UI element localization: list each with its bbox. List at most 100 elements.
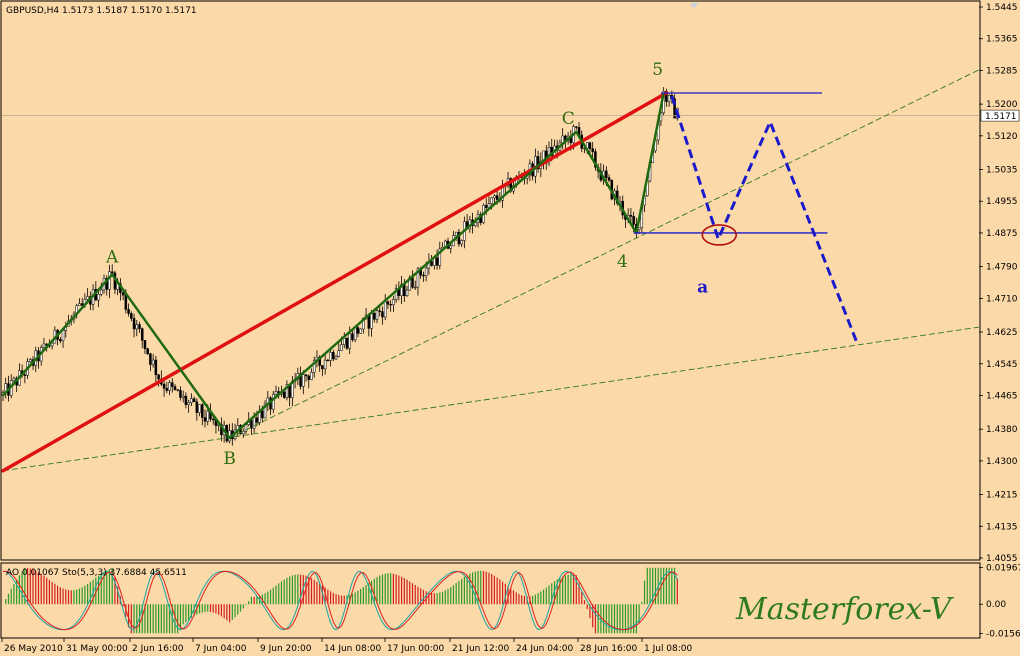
price-tick-label: 1.5365: [986, 35, 1018, 45]
candle-body: [184, 395, 188, 405]
candle-body: [211, 418, 215, 421]
candle: [392, 295, 395, 312]
candle-body: [389, 304, 392, 306]
candle: [138, 321, 141, 333]
candle: [78, 298, 81, 307]
candle-body: [282, 391, 286, 398]
candle: [108, 264, 111, 299]
candle-body: [424, 267, 428, 276]
candle: [673, 94, 676, 119]
candle: [42, 337, 46, 349]
time-axis: 26 May 2010 31 May 00:00 2 Jun 16:00 7 Jun …: [1, 638, 693, 654]
candle: [97, 290, 100, 308]
candle: [299, 366, 302, 390]
price-tick-label: 1.5120: [986, 132, 1018, 142]
candle: [121, 291, 125, 301]
candle: [588, 141, 592, 155]
price-tick-label: 1.4625: [986, 328, 1018, 338]
candle-body: [310, 371, 313, 380]
wave-structure-line: [2, 92, 665, 440]
channel-upper-dashed-line: [229, 69, 980, 439]
candle-body: [154, 359, 158, 375]
candle: [127, 303, 130, 317]
candle-body: [176, 389, 179, 391]
red-trendline: [1, 91, 669, 473]
candle-body: [80, 303, 84, 306]
candle-body: [121, 292, 125, 296]
candle-body: [474, 222, 477, 226]
candle: [312, 356, 316, 378]
candle: [154, 355, 158, 383]
candle-body: [86, 296, 89, 300]
candle-body: [373, 312, 376, 320]
candle-body: [206, 410, 209, 422]
candle-body: [430, 261, 433, 266]
wave-label: a: [697, 277, 708, 297]
wave-label: B: [223, 449, 236, 469]
candle-body: [460, 240, 463, 245]
candle: [413, 280, 417, 290]
candle-body: [435, 257, 439, 266]
candle: [59, 336, 62, 344]
candle: [329, 347, 332, 367]
candle: [381, 306, 384, 325]
time-tick-label: 24 Jun 04:00: [516, 644, 573, 654]
candle: [323, 352, 327, 375]
candle-body: [272, 394, 275, 410]
candle: [162, 379, 166, 397]
wave-label: 4: [617, 252, 628, 272]
candle: [149, 352, 152, 372]
candle: [321, 365, 324, 377]
candle-body: [332, 351, 335, 360]
candle: [165, 381, 169, 394]
candle: [594, 148, 597, 171]
candle: [140, 327, 144, 349]
time-tick-label: 31 May 00:00: [66, 644, 128, 654]
indicator-tick-label: -0.0156: [986, 629, 1020, 639]
candle-body: [179, 390, 182, 398]
time-tick-label: 26 May 2010: [4, 644, 63, 654]
candle-body: [345, 338, 349, 349]
candle-body: [187, 402, 190, 405]
candle: [29, 358, 32, 364]
candle: [351, 329, 354, 342]
wave-label: C: [562, 109, 575, 129]
candle-body: [304, 374, 308, 377]
candle-body: [168, 382, 171, 391]
candle-body: [449, 245, 452, 249]
candle-body: [422, 274, 425, 277]
candle: [184, 392, 188, 409]
candle: [176, 389, 179, 392]
candle-body: [255, 417, 259, 423]
candle: [23, 371, 27, 384]
candle: [146, 347, 149, 355]
candle-body: [140, 328, 144, 341]
candle-body: [403, 284, 406, 296]
candle-body: [135, 324, 139, 330]
candle: [130, 311, 133, 322]
candle: [591, 141, 594, 159]
candle-body: [108, 271, 111, 290]
candle-body: [42, 343, 46, 348]
candle-body: [252, 417, 256, 429]
candle-body: [203, 417, 207, 422]
candle: [135, 319, 139, 337]
price-tick-label: 1.4955: [986, 197, 1018, 207]
candle: [285, 380, 289, 401]
time-tick-label: 14 Jun 08:00: [324, 644, 381, 654]
candle-body: [411, 277, 414, 288]
candle-body: [605, 170, 608, 178]
candle-body: [575, 126, 578, 128]
candle: [282, 391, 286, 399]
candle: [386, 300, 390, 310]
candle-body: [495, 195, 499, 200]
candle-body: [359, 328, 362, 334]
candle: [326, 358, 330, 362]
candle-body: [157, 374, 160, 380]
candle-body: [181, 395, 185, 398]
candle: [607, 174, 611, 183]
candle-body: [261, 410, 264, 419]
symbol-label: GBPUSD,H4: [6, 6, 59, 16]
price-tick-label: 1.4300: [986, 457, 1018, 467]
price-tick-label: 1.4055: [986, 554, 1018, 564]
